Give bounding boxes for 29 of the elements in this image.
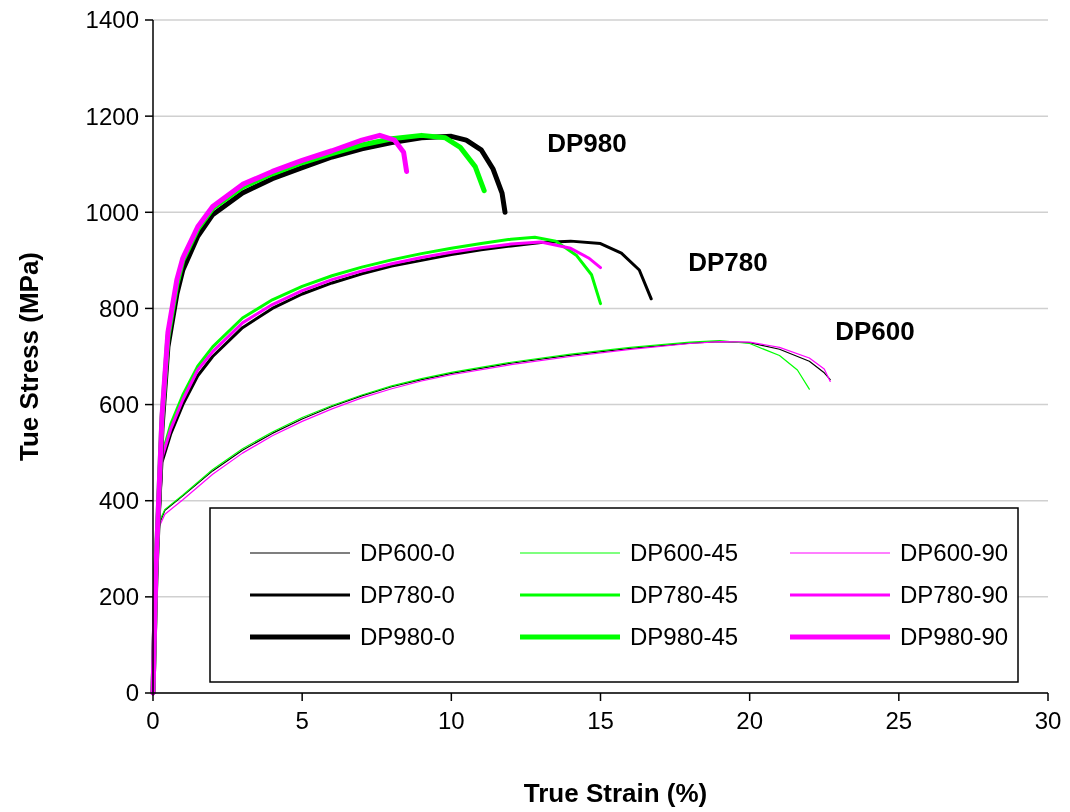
legend-label: DP980-0 — [360, 623, 455, 651]
y-tick-label: 1200 — [85, 102, 139, 130]
y-axis-title: Tue Stress (MPa) — [14, 251, 44, 462]
legend-label: DP600-90 — [900, 539, 1009, 567]
x-tick-label: 30 — [1034, 707, 1062, 734]
legend-label: DP780-0 — [360, 581, 455, 609]
x-tick-label: 25 — [885, 707, 913, 734]
x-tick-label: 15 — [587, 707, 614, 734]
legend-label: DP600-0 — [360, 539, 455, 567]
y-tick-label: 800 — [98, 294, 139, 322]
legend-label: DP780-45 — [630, 581, 739, 609]
x-tick-label: 20 — [736, 707, 764, 734]
y-tick-label: 200 — [98, 583, 139, 611]
legend-label: DP980-90 — [900, 623, 1009, 651]
y-tick-label: 1400 — [85, 6, 139, 34]
x-tick-label: 0 — [146, 707, 160, 734]
legend-label: DP600-45 — [630, 539, 739, 567]
y-tick-label: 400 — [98, 487, 139, 515]
annotation: DP600 — [835, 316, 915, 347]
legend-label: DP780-90 — [900, 581, 1009, 609]
annotation: DP780 — [688, 247, 768, 278]
legend-label: DP980-45 — [630, 623, 739, 651]
x-axis-title: True Strain (%) — [523, 778, 708, 808]
y-tick-label: 1000 — [85, 198, 139, 226]
y-tick-label: 600 — [98, 390, 139, 418]
x-tick-label: 5 — [295, 707, 309, 734]
y-tick-label: 0 — [125, 679, 139, 707]
annotation: DP980 — [547, 128, 627, 159]
x-tick-label: 10 — [437, 707, 465, 734]
